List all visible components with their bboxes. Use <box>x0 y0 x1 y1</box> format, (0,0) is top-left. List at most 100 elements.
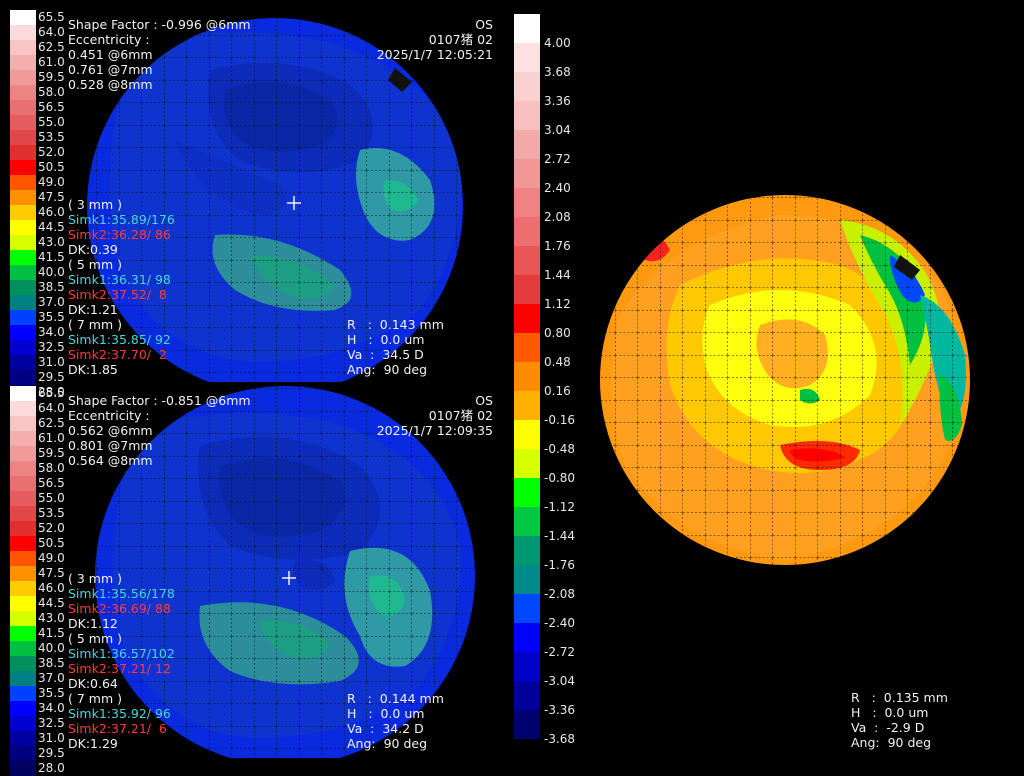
diff-scale-label: 0.80 <box>544 326 571 340</box>
dk-3mm: DK:1.12 <box>68 616 118 631</box>
diff-scale-swatch <box>514 710 540 739</box>
scale-label: 32.5 <box>38 340 65 354</box>
zone-5mm-label: ( 5 mm ) <box>68 631 122 646</box>
eye-label: OS <box>475 17 493 32</box>
diff-cursor-r: R : 0.135 mm <box>851 690 948 705</box>
diff-cursor-ang: Ang: 90 deg <box>851 735 932 750</box>
scale-swatch <box>10 70 36 85</box>
scale-swatch <box>10 310 36 325</box>
scale-label: 55.0 <box>38 491 65 505</box>
eccentricity-label: Eccentricity : <box>68 408 150 423</box>
scale-label: 61.0 <box>38 431 65 445</box>
topography-map[interactable] <box>0 386 505 758</box>
scale-swatch <box>10 416 36 431</box>
diff-scale-swatch <box>514 43 540 72</box>
scale-swatch <box>10 731 36 746</box>
scale-swatch <box>10 716 36 731</box>
scale-label: 53.5 <box>38 506 65 520</box>
zone-3mm-label: ( 3 mm ) <box>68 197 122 212</box>
scale-swatch <box>10 746 36 761</box>
cursor-h: H : 0.0 um <box>347 332 425 347</box>
scale-label: 38.5 <box>38 656 65 670</box>
scale-swatch <box>10 671 36 686</box>
scale-label: 47.5 <box>38 566 65 580</box>
topography-map[interactable] <box>0 10 505 382</box>
diff-scale-label: 3.36 <box>544 94 571 108</box>
crosshair-icon[interactable] <box>282 571 296 585</box>
diff-scale-label: -2.08 <box>544 587 576 601</box>
simk2-7mm: Simk2:37.21/ 6 <box>68 721 167 736</box>
scale-swatch <box>10 641 36 656</box>
scale-label: 31.0 <box>38 355 65 369</box>
scale-label: 40.0 <box>38 265 65 279</box>
scale-swatch <box>10 566 36 581</box>
cursor-va: Va : 34.2 D <box>347 721 424 736</box>
scale-swatch <box>10 340 36 355</box>
scale-label: 31.0 <box>38 731 65 745</box>
scale-label: 59.5 <box>38 446 65 460</box>
eye-label: OS <box>475 393 493 408</box>
scale-swatch <box>10 536 36 551</box>
color-scale-bar <box>10 386 36 776</box>
scale-label: 32.5 <box>38 716 65 730</box>
crosshair-icon[interactable] <box>287 196 301 210</box>
simk2-5mm: Simk2:37.52/ 8 <box>68 287 167 302</box>
dk-5mm: DK:0.64 <box>68 676 118 691</box>
diff-scale-label: 0.16 <box>544 384 571 398</box>
diff-scale-swatch <box>514 333 540 362</box>
axial-map-panel-1: 65.5 64.0 62.5 61.0 59.5 58.0 56.5 55.0 53.5 52.0… <box>0 10 505 400</box>
diff-scale-swatch <box>514 188 540 217</box>
scale-label: 62.5 <box>38 40 65 54</box>
simk2-3mm: Simk2:36.69/ 88 <box>68 601 171 616</box>
diff-scale-swatch <box>514 14 540 43</box>
map-notch <box>894 255 920 280</box>
scale-label: 47.5 <box>38 190 65 204</box>
diff-scale-swatch <box>514 217 540 246</box>
scale-swatch <box>10 370 36 385</box>
scale-swatch <box>10 461 36 476</box>
scale-label: 29.5 <box>38 746 65 760</box>
simk1-7mm: Simk1:35.92/ 96 <box>68 706 171 721</box>
cursor-r: R : 0.144 mm <box>347 691 444 706</box>
scale-swatch <box>10 611 36 626</box>
scale-swatch <box>10 431 36 446</box>
scale-label: 28.0 <box>38 385 65 399</box>
scale-label: 52.0 <box>38 145 65 159</box>
scale-swatch <box>10 250 36 265</box>
diff-scale-swatch <box>514 652 540 681</box>
axial-map-panel-2: 65.5 64.0 62.5 61.0 59.5 58.0 56.5 55.0 53.5 52.0… <box>0 386 505 776</box>
scale-label: 49.0 <box>38 551 65 565</box>
diff-scale-swatch <box>514 565 540 594</box>
scale-label: 43.0 <box>38 235 65 249</box>
diff-scale-label: 2.08 <box>544 210 571 224</box>
scale-label: 58.0 <box>38 85 65 99</box>
scale-label: 49.0 <box>38 175 65 189</box>
diff-scale-label: -3.36 <box>544 703 576 717</box>
diff-scale-swatch <box>514 275 540 304</box>
diff-scale-label: 4.00 <box>544 36 571 50</box>
diff-scale-label: 1.12 <box>544 297 571 311</box>
difference-map[interactable] <box>590 195 990 575</box>
scale-swatch <box>10 581 36 596</box>
simk1-5mm: Simk1:36.31/ 98 <box>68 272 171 287</box>
scale-swatch <box>10 130 36 145</box>
patient-id: 0107猪 02 <box>428 408 493 423</box>
scale-label: 29.5 <box>38 370 65 384</box>
scale-swatch <box>10 476 36 491</box>
map-notch <box>388 68 412 92</box>
scale-label: 56.5 <box>38 100 65 114</box>
simk1-3mm: Simk1:35.89/176 <box>68 212 175 227</box>
shape-factor: Shape Factor : -0.851 @6mm <box>68 393 251 408</box>
diff-scale-swatch <box>514 304 540 333</box>
scale-swatch <box>10 626 36 641</box>
diff-scale-swatch <box>514 159 540 188</box>
difference-color-scale-labels: 4.00 3.68 3.36 3.04 2.72 2.40 2.08 1.76 1.44 1.12… <box>544 14 576 746</box>
scale-swatch <box>10 115 36 130</box>
scale-label: 59.5 <box>38 70 65 84</box>
scale-swatch <box>10 701 36 716</box>
scale-swatch <box>10 401 36 416</box>
scale-label: 46.0 <box>38 581 65 595</box>
scale-label: 35.5 <box>38 310 65 324</box>
diff-scale-swatch <box>514 130 540 159</box>
diff-scale-label: -1.44 <box>544 529 576 543</box>
